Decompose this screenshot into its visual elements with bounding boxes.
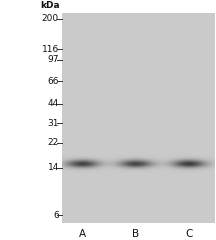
Text: B: B [132, 229, 139, 239]
Text: 200: 200 [42, 14, 59, 24]
Bar [62, 13, 215, 223]
Text: C: C [185, 229, 193, 239]
Text: 22: 22 [48, 138, 59, 147]
Text: 14: 14 [48, 163, 59, 173]
Text: 116: 116 [42, 45, 59, 54]
Text: 31: 31 [48, 119, 59, 128]
Text: A: A [79, 229, 86, 239]
Text: 6: 6 [53, 211, 59, 220]
Text: 44: 44 [48, 99, 59, 108]
Text: 97: 97 [48, 55, 59, 64]
Text: kDa: kDa [40, 1, 60, 10]
Text: 66: 66 [48, 77, 59, 86]
